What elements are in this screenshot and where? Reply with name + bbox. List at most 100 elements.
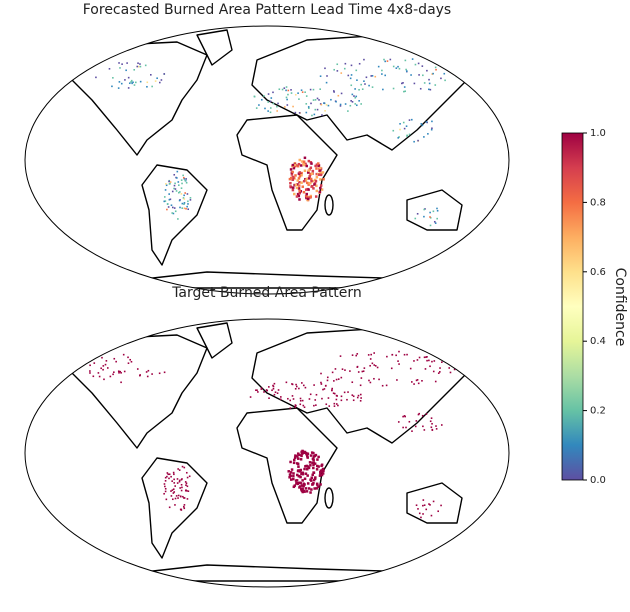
burn-spot (302, 489, 306, 493)
burn-spot (307, 106, 310, 108)
burn-spot (337, 94, 340, 97)
burn-spot (174, 188, 177, 190)
burn-spot (310, 185, 314, 188)
burn-spot (183, 194, 185, 197)
burn-spot (398, 67, 401, 70)
burn-spot (308, 398, 311, 400)
burn-spot (432, 370, 435, 373)
burn-spot (435, 425, 437, 427)
burn-spot (133, 69, 136, 71)
burn-spot (186, 485, 189, 488)
burn-spot (318, 190, 322, 194)
burn-spot (326, 75, 328, 77)
burn-spot (382, 88, 384, 91)
burn-spot (287, 89, 290, 92)
burn-spot (430, 128, 433, 131)
burn-spot (320, 188, 324, 191)
burn-spot (417, 62, 420, 65)
burn-spot (295, 479, 299, 482)
burn-spot (347, 110, 349, 112)
burn-spot (290, 478, 293, 481)
burn-spot (332, 90, 335, 92)
burn-spot (319, 178, 322, 181)
burn-spot (324, 67, 326, 70)
burn-spot (309, 166, 313, 169)
burn-spot (320, 372, 322, 375)
burn-spot (430, 514, 433, 517)
burn-spot (168, 180, 170, 183)
burn-spot (272, 384, 274, 387)
burn-spot (307, 183, 310, 186)
burn-spot (314, 164, 317, 168)
burn-spot (184, 179, 186, 182)
burn-spot (298, 453, 301, 457)
burn-spot (392, 65, 395, 68)
burn-spot (360, 103, 362, 105)
burn-spot (307, 177, 311, 180)
burn-spot (349, 77, 352, 80)
burn-spot (427, 133, 429, 135)
burn-spot (163, 196, 166, 198)
burn-spot (296, 164, 300, 168)
burn-spot (297, 474, 301, 478)
burn-spot (423, 504, 426, 506)
burn-spot (333, 402, 336, 405)
burn-spot (289, 474, 292, 478)
burn-spot (309, 161, 313, 164)
burn-spot (185, 490, 188, 492)
burn-spot (301, 382, 303, 384)
burn-spot (299, 458, 303, 461)
burn-spot (410, 118, 413, 121)
burn-spot (298, 387, 300, 390)
burn-spot (136, 368, 139, 370)
burn-spot (360, 83, 362, 86)
burn-spot (292, 458, 296, 462)
burn-spot (303, 163, 306, 167)
burn-spot (170, 204, 173, 207)
burn-spot (305, 452, 308, 456)
burn-spot (294, 387, 297, 390)
burn-spot (298, 158, 302, 162)
burn-spot (297, 187, 301, 190)
burn-spot (89, 370, 91, 372)
burn-spot (297, 92, 299, 94)
burn-spot (300, 181, 303, 184)
burn-spot (390, 367, 393, 370)
burn-spot (453, 368, 456, 371)
burn-spot (186, 205, 188, 208)
burn-spot (362, 370, 365, 372)
burn-spot (182, 495, 184, 498)
burn-spot (183, 466, 186, 469)
burn-spot (428, 88, 430, 91)
burn-spot (265, 389, 268, 391)
burn-spot (178, 199, 181, 202)
burn-spot (386, 355, 388, 358)
burn-spot (164, 480, 167, 482)
map-title: Target Burned Area Pattern (171, 285, 362, 301)
burn-spot (184, 481, 187, 483)
burn-spot (283, 87, 286, 89)
burn-spot (383, 58, 385, 61)
burn-spot (300, 171, 303, 175)
burn-spot (316, 483, 319, 487)
burn-spot (292, 461, 296, 465)
burn-spot (429, 216, 431, 218)
burn-spot (301, 479, 304, 482)
burn-spot (124, 79, 126, 81)
burn-spot (436, 207, 438, 210)
burn-spot (293, 456, 297, 460)
burn-spot (314, 476, 317, 479)
burn-spot (309, 454, 313, 457)
burn-spot (430, 426, 433, 429)
burn-spot (363, 367, 366, 369)
burn-spot (303, 406, 306, 409)
burn-spot (437, 510, 439, 513)
burn-spot (267, 101, 270, 103)
burn-spot (312, 466, 315, 470)
burn-spot (324, 110, 326, 112)
burn-spot (355, 104, 358, 107)
burn-spot (257, 391, 259, 393)
burn-spot (306, 452, 310, 455)
burn-spot (97, 372, 100, 374)
burn-spot (324, 385, 327, 387)
